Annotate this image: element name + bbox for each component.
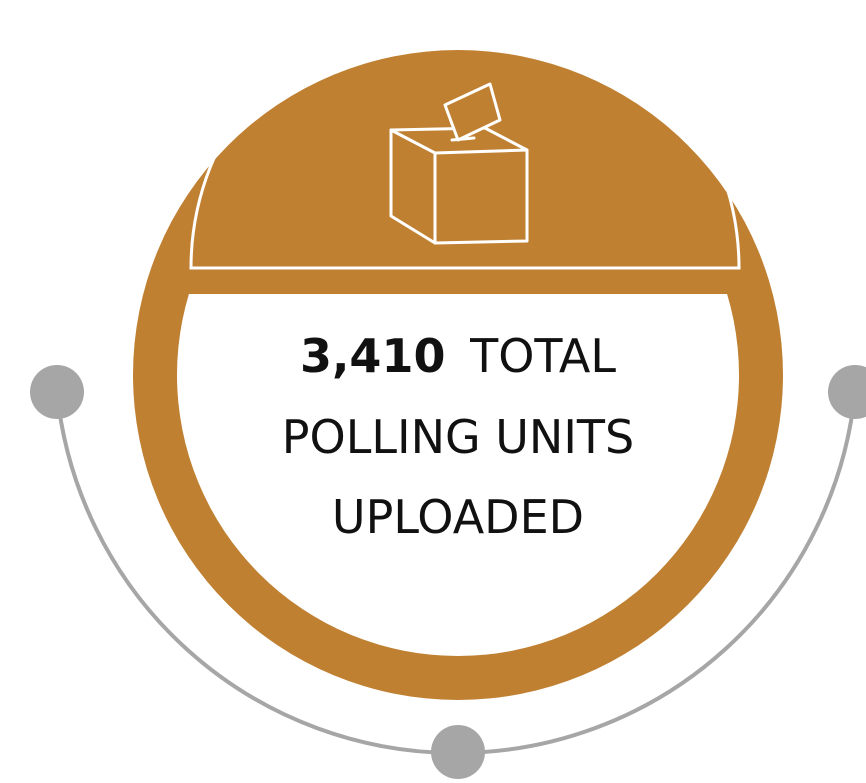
cap-outline [189, 0, 741, 270]
stat-label: POLLING UNITS [282, 410, 634, 464]
decor-dot [30, 365, 84, 419]
decor-dot [431, 725, 485, 779]
decor-dot [828, 365, 866, 419]
inner-panel [177, 294, 739, 656]
ballot-box-icon [389, 82, 529, 245]
stat-label: TOTAL [469, 329, 616, 383]
stat-number: 3,410 [300, 329, 446, 383]
stat-label: UPLOADED [332, 490, 584, 544]
stat-line: 3,410 TOTAL [300, 329, 616, 383]
